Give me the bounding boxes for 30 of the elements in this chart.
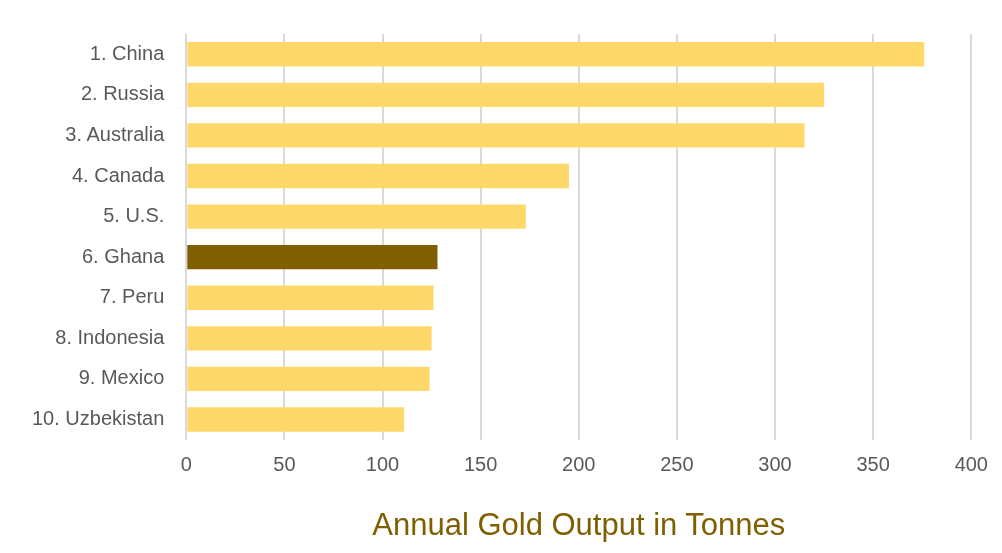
- x-tick-label: 250: [660, 453, 694, 476]
- y-tick-label: 3. Australia: [65, 122, 166, 145]
- y-tick-label: 1. China: [89, 41, 166, 64]
- x-tick-label: 0: [180, 453, 192, 476]
- x-tick-label: 400: [954, 453, 988, 476]
- x-tick-label: 50: [273, 453, 296, 476]
- y-tick-label: 7. Peru: [99, 285, 165, 308]
- x-tick-label: 200: [562, 453, 596, 476]
- bar: [187, 123, 805, 148]
- bar: [187, 366, 430, 392]
- y-tick-label: 9. Mexico: [78, 366, 165, 389]
- bar: [187, 407, 405, 432]
- bar: [187, 285, 434, 310]
- bar: [187, 82, 825, 108]
- y-tick-label: 5. U.S.: [103, 204, 165, 227]
- y-tick-label: 2. Russia: [80, 82, 166, 105]
- y-tick-label: 4. Canada: [72, 163, 166, 186]
- bar: [187, 204, 526, 229]
- x-tick-label: 350: [856, 453, 890, 476]
- x-tick-label: 300: [758, 453, 792, 476]
- y-tick-label: 8. Indonesia: [55, 325, 166, 348]
- bar: [187, 245, 438, 270]
- y-tick-label: 6. Ghana: [82, 244, 166, 267]
- bar: [187, 42, 925, 67]
- y-tick-label: 10. Uzbekistan: [32, 407, 165, 430]
- bar: [187, 163, 569, 189]
- x-axis-title: Annual Gold Output in Tonnes: [372, 506, 786, 542]
- bar: [187, 326, 432, 351]
- x-tick-label: 100: [365, 453, 400, 476]
- x-tick-label: 150: [463, 453, 498, 476]
